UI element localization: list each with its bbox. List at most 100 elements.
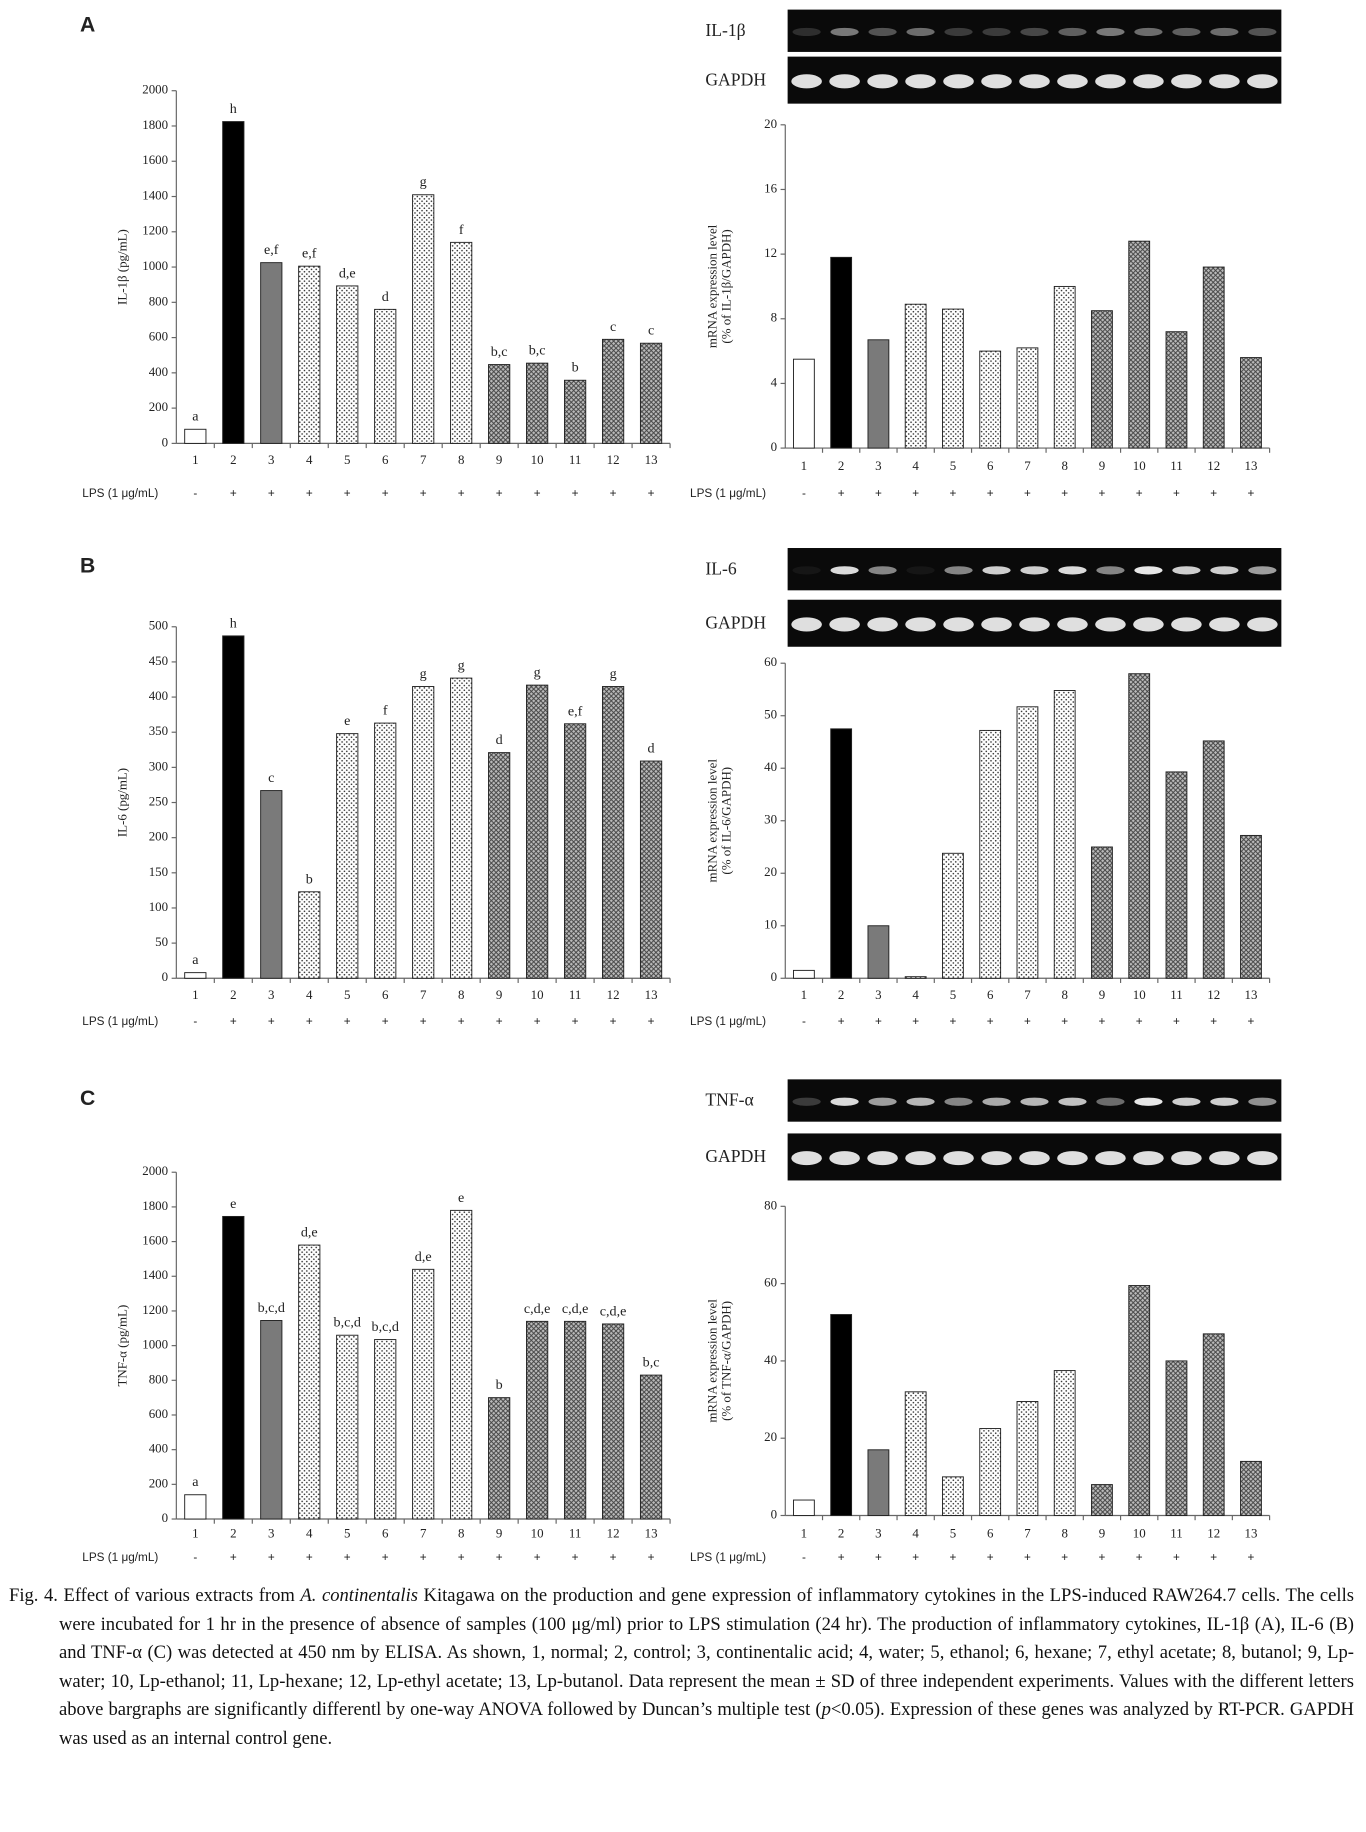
gel-band	[830, 27, 859, 37]
x-tick-label: 8	[1061, 1525, 1067, 1540]
bar	[222, 121, 245, 444]
gel-band	[1247, 1151, 1278, 1166]
significance-letter: g	[420, 666, 427, 682]
treatment-sign: +	[1024, 487, 1031, 500]
gel-band	[1171, 74, 1202, 89]
x-tick-label: 2	[838, 458, 844, 473]
bar	[1128, 1285, 1151, 1516]
gel-band	[829, 74, 860, 89]
gel-band	[906, 27, 935, 37]
gel-image	[787, 9, 1282, 52]
bar	[260, 1320, 283, 1520]
significance-letter: b,c,d	[258, 1300, 285, 1316]
treatment-sign: +	[949, 1015, 956, 1028]
bar	[904, 303, 927, 449]
gel-band	[1019, 1151, 1050, 1166]
gel-band	[1095, 617, 1126, 632]
bar	[979, 350, 1002, 449]
y-axis-label: (% of IL-1β/GAPDH)	[719, 229, 734, 343]
x-tick-label: 8	[458, 987, 464, 1002]
significance-letter: b,c,d	[372, 1319, 399, 1335]
gel-band	[1096, 566, 1125, 575]
caption-text: <0.05). Expression of these genes was an…	[59, 1699, 1354, 1749]
x-tick-label: 2	[838, 987, 844, 1002]
x-tick-label: 11	[569, 1525, 581, 1540]
treatment-sign: +	[1024, 1015, 1031, 1028]
gel-band	[982, 1097, 1011, 1106]
gel-band	[830, 1097, 859, 1106]
x-tick-label: 13	[645, 1525, 658, 1540]
x-tick-label: 9	[496, 452, 502, 467]
significance-letter: g	[420, 174, 427, 190]
x-tick-label: 7	[420, 452, 427, 467]
bar	[601, 686, 625, 979]
gel-band	[1248, 1097, 1277, 1106]
gel-band	[1210, 27, 1239, 37]
y-tick-label: 800	[149, 293, 168, 308]
treatment-sign: +	[987, 1015, 994, 1028]
gel-band	[1020, 1097, 1049, 1106]
treatment-sign: +	[949, 1551, 956, 1564]
bar	[1240, 357, 1262, 449]
y-tick-label: 1200	[142, 1302, 168, 1317]
treatment-sign: +	[1061, 487, 1068, 500]
bar	[260, 790, 283, 979]
x-tick-label: 10	[531, 987, 544, 1002]
significance-letter: d,e	[301, 1225, 318, 1241]
y-tick-label: 300	[149, 758, 168, 773]
gel-band	[1096, 27, 1125, 37]
caption: Fig. 4. Effect of various extracts from …	[0, 1582, 1354, 1754]
bar	[867, 339, 890, 449]
x-tick-label: 1	[801, 987, 807, 1002]
treatment-sign: +	[382, 1551, 389, 1564]
gel-band	[1058, 1097, 1087, 1106]
treatment-label: LPS (1 μg/mL)	[82, 487, 158, 500]
treatment-sign: +	[306, 1551, 313, 1564]
treatment-sign: +	[1248, 1551, 1255, 1564]
x-tick-label: 3	[268, 1525, 274, 1540]
bar	[336, 1334, 359, 1520]
gel-band	[792, 27, 821, 37]
gel-band	[1020, 566, 1049, 575]
y-tick-label: 30	[764, 812, 777, 827]
gel-band	[1057, 74, 1088, 89]
gel-band	[1209, 617, 1240, 632]
gel-band	[867, 74, 898, 89]
treatment-sign: +	[1173, 487, 1180, 500]
significance-letter: f	[383, 703, 388, 719]
x-tick-label: 9	[1099, 987, 1105, 1002]
bar	[792, 1499, 815, 1516]
significance-letter: b,c	[529, 343, 546, 359]
significance-letter: a	[192, 1474, 199, 1490]
gel-band	[1133, 1151, 1164, 1166]
bar	[564, 723, 587, 979]
gel-band	[1134, 27, 1163, 37]
x-tick-label: 10	[1133, 458, 1146, 473]
bar	[374, 1339, 397, 1520]
treatment-sign: +	[420, 1551, 427, 1564]
gel-band	[1247, 74, 1278, 89]
x-tick-label: 3	[268, 452, 274, 467]
gel-label: GAPDH	[705, 612, 766, 632]
gel-band	[1171, 617, 1202, 632]
bar	[1016, 706, 1039, 979]
treatment-sign: +	[838, 1015, 845, 1028]
significance-letter: a	[192, 409, 199, 425]
bar	[601, 338, 625, 444]
x-tick-label: 11	[1170, 987, 1182, 1002]
significance-letter: b,c,d	[334, 1315, 361, 1331]
gel-band	[868, 1097, 897, 1106]
gel-band	[981, 617, 1012, 632]
y-axis-label: IL-1β (pg/mL)	[114, 229, 129, 305]
gel-label: TNF-α	[705, 1090, 753, 1110]
gel-band	[1210, 566, 1239, 575]
treatment-sign: +	[268, 1551, 275, 1564]
x-tick-label: 4	[306, 452, 313, 467]
x-tick-label: 11	[1170, 1525, 1182, 1540]
x-tick-label: 8	[1061, 458, 1067, 473]
gel-band	[791, 1151, 822, 1166]
bar	[830, 1314, 853, 1516]
significance-letter: a	[192, 952, 199, 968]
significance-letter: c	[648, 323, 654, 339]
bar	[298, 891, 321, 979]
